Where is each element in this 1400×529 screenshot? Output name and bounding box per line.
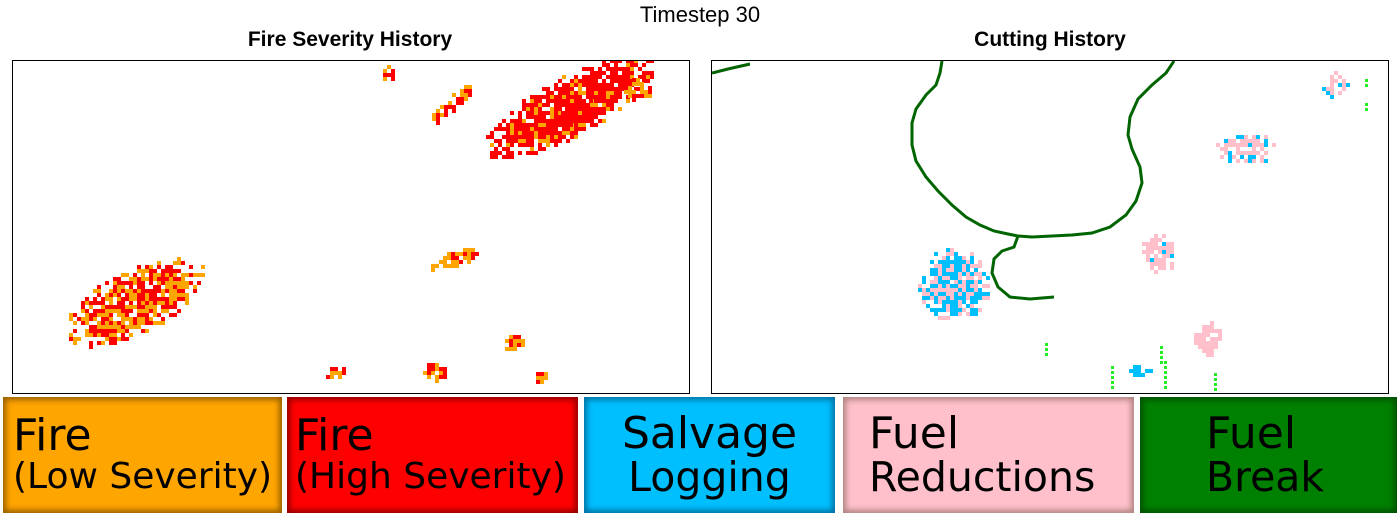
cutting-history-map (711, 60, 1389, 394)
legend-label-line2: Logging (628, 452, 791, 501)
fuel-reduction-patch (1216, 135, 1276, 163)
fuel-reduction-patch (1194, 321, 1222, 357)
legend-label-line2: (Low Severity) (13, 456, 273, 498)
fire-patch (505, 335, 525, 351)
fire-patch (326, 367, 346, 379)
fuel-reduction-patch (918, 248, 990, 320)
fire-patch (561, 99, 593, 127)
legend-salvage-logging: Salvage Logging (584, 397, 835, 513)
fire-patch (431, 248, 479, 272)
figure-title: Timestep 30 (639, 2, 761, 27)
fire-patch (69, 257, 205, 349)
legend-fire-high-severity: Fire (High Severity) (287, 397, 578, 513)
legend-fire-low-severity: Fire (Low Severity) (3, 397, 282, 513)
fire-patch (486, 61, 654, 159)
legend-label-line1: Salvage (621, 407, 798, 459)
legend-label-line2: (High Severity) (295, 456, 566, 498)
fuel-break-marks (1045, 79, 1368, 391)
fire-patch (536, 372, 548, 384)
legend-fuel-break: Fuel Break (1140, 397, 1397, 513)
fuel-reduction-patch (1322, 71, 1350, 99)
fuel-break-boundary (712, 61, 1176, 301)
cutting-history-map-canvas (712, 61, 1368, 391)
fire-patch (432, 85, 472, 125)
fire-patch (423, 363, 447, 383)
fire-severity-map (12, 60, 690, 394)
legend-fuel-reductions: Fuel Reductions (843, 397, 1134, 513)
salvage-logging-patch (1129, 365, 1153, 377)
fire-patch (383, 65, 395, 81)
legend-label-line1: Fuel (869, 407, 960, 459)
legend-label-line1: Fire (295, 410, 374, 462)
legend-label-line1: Fuel (1206, 407, 1297, 459)
fire-panel-title: Fire Severity History (247, 28, 453, 51)
fire-severity-map-canvas (69, 61, 654, 384)
cutting-panel-title: Cutting History (974, 28, 1126, 51)
fire-patch (624, 78, 652, 102)
fuel-reduction-patch (1142, 234, 1174, 274)
legend-label-line2: Reductions (869, 452, 1096, 501)
legend-label-line2: Break (1206, 452, 1325, 501)
legend-label-line1: Fire (13, 410, 92, 462)
